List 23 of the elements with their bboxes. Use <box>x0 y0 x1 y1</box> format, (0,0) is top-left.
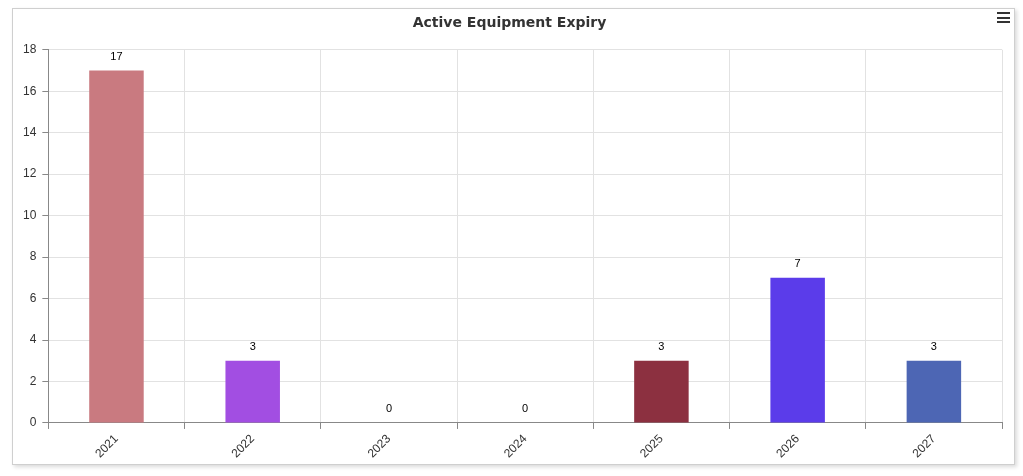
bar <box>89 70 144 423</box>
bar <box>906 360 962 423</box>
y-tick-label: 2 <box>29 373 37 388</box>
y-tick-label: 8 <box>29 249 37 264</box>
data-label: 0 <box>522 402 529 415</box>
y-tick-label: 14 <box>22 125 37 140</box>
y-tick-label: 0 <box>29 415 37 430</box>
bar <box>634 360 689 423</box>
y-tick-label: 18 <box>22 42 37 57</box>
data-label: 3 <box>658 340 665 353</box>
data-label: 3 <box>249 340 256 353</box>
y-tick-label: 16 <box>22 83 37 98</box>
bar <box>225 360 280 423</box>
bar <box>770 277 825 423</box>
y-tick-label: 12 <box>22 166 37 181</box>
data-label: 17 <box>110 50 123 63</box>
y-tick-label: 4 <box>29 332 37 347</box>
y-tick-label: 6 <box>29 290 37 305</box>
chart-title: Active Equipment Expiry <box>412 14 607 31</box>
data-label: 7 <box>794 257 801 270</box>
y-tick-label: 10 <box>22 207 37 222</box>
data-label: 0 <box>385 402 392 415</box>
data-label: 3 <box>930 340 937 353</box>
